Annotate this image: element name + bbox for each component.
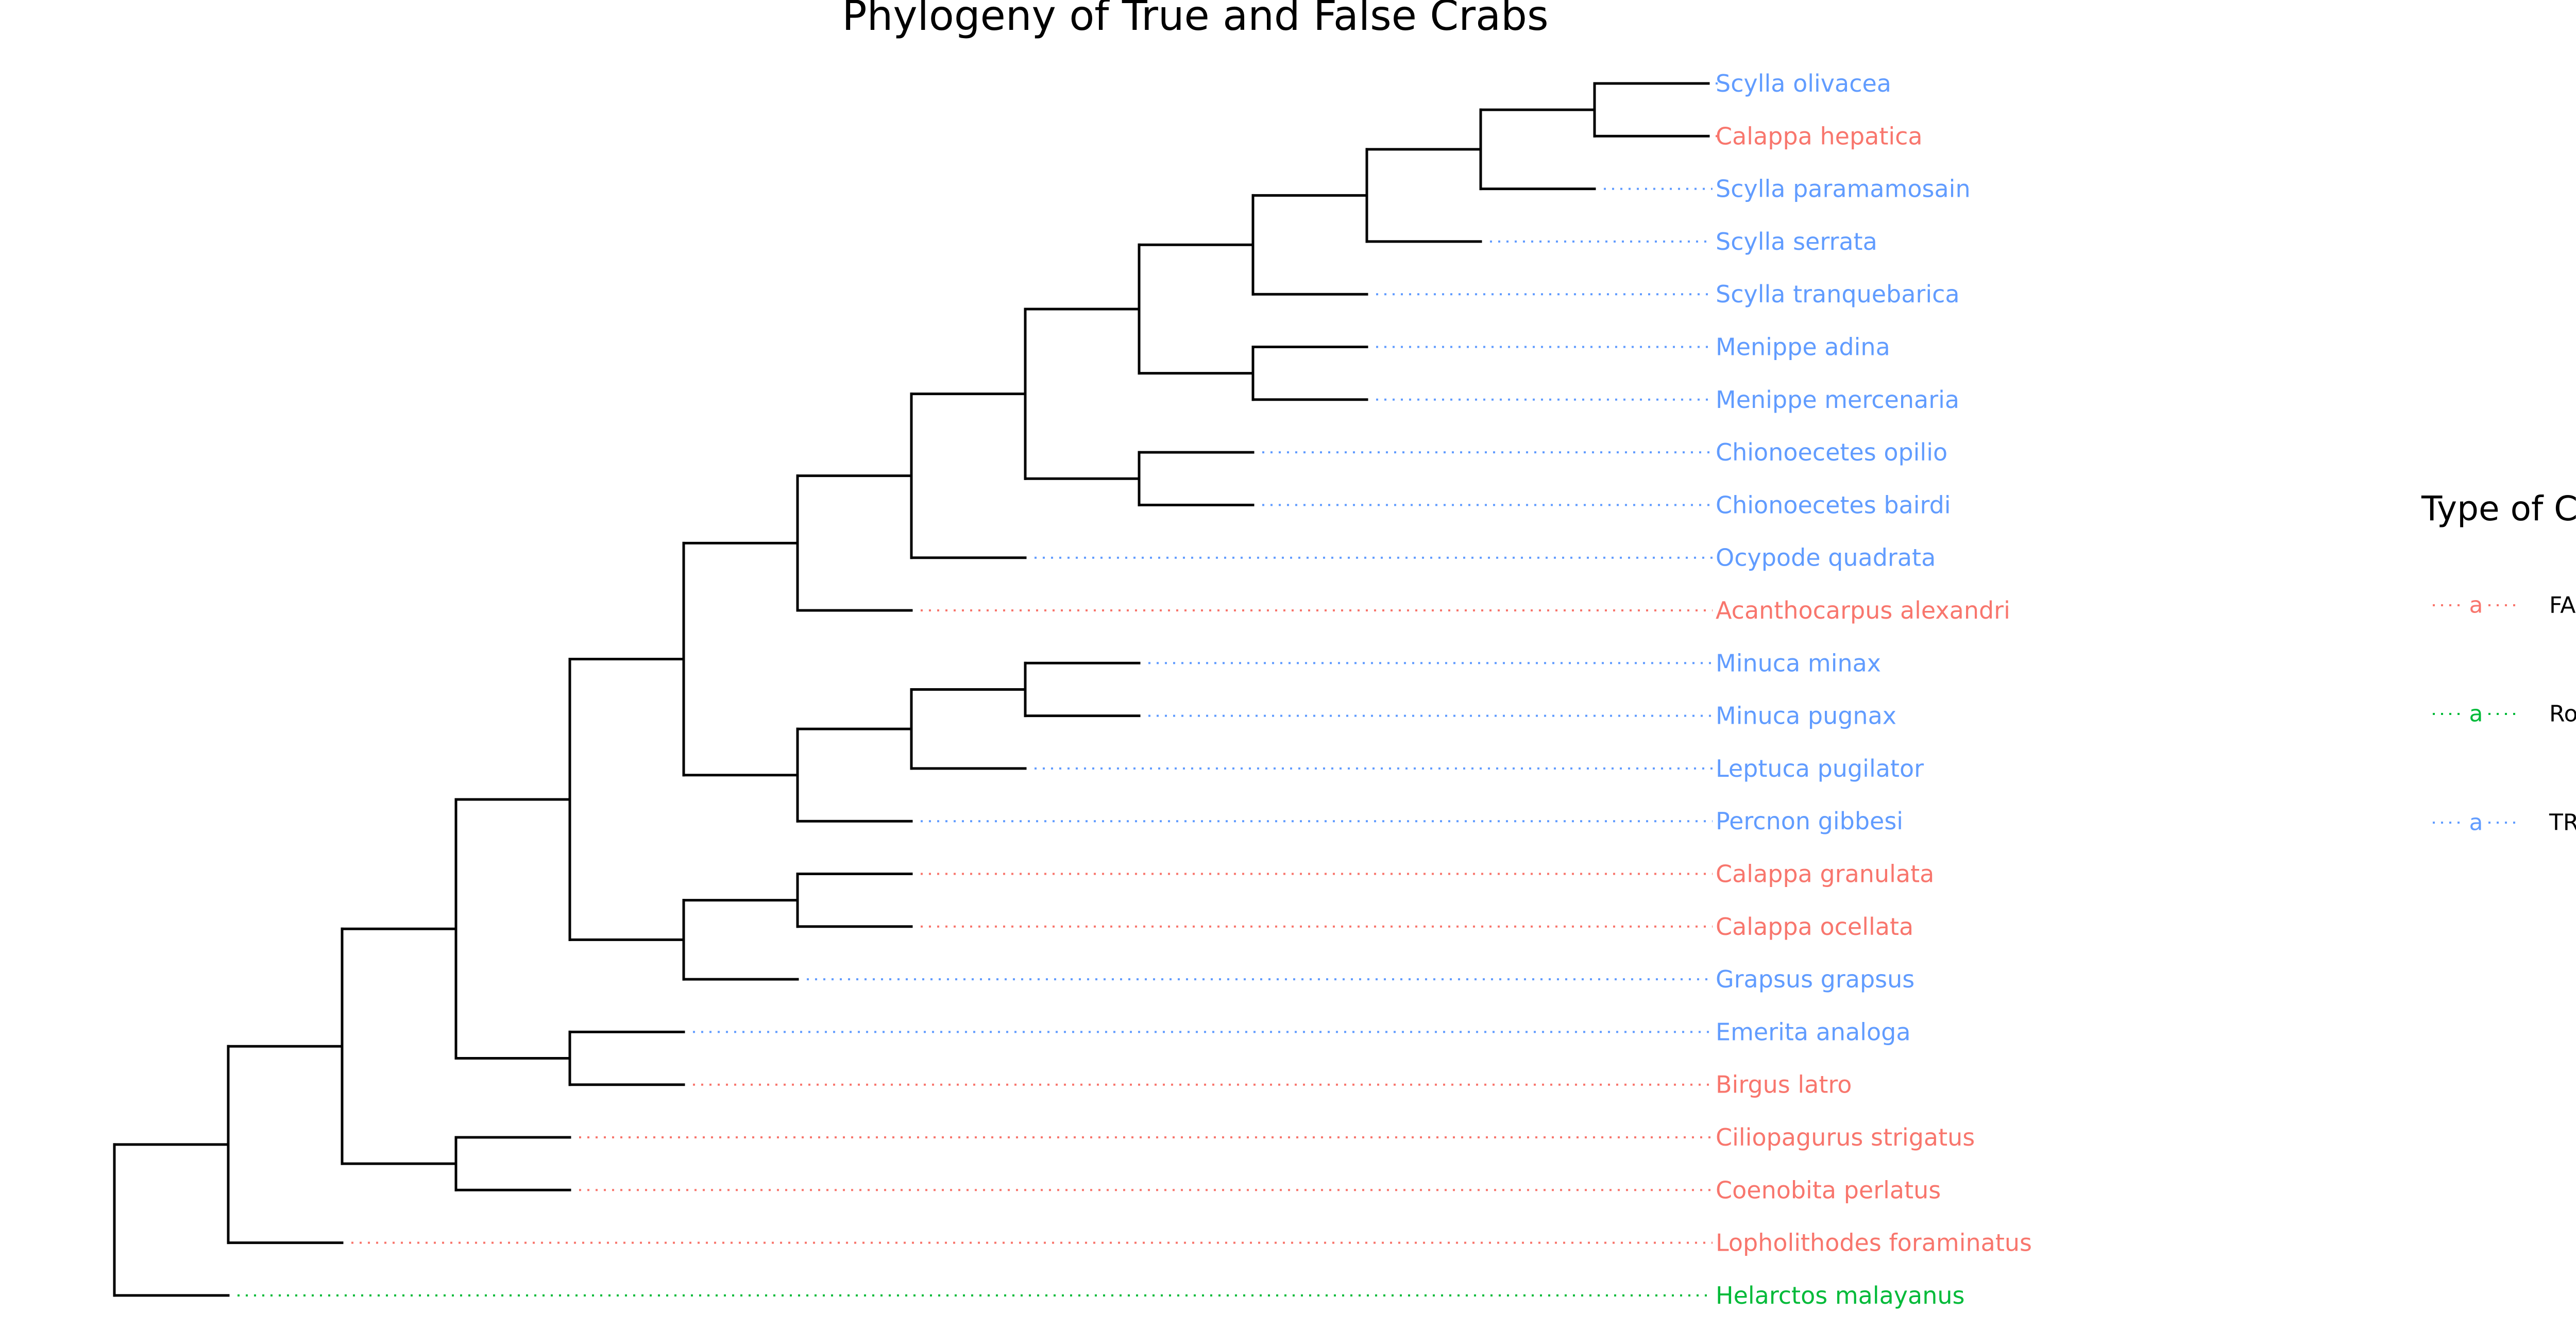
tip-label-calappa-granulata: Calappa granulata: [1716, 860, 1934, 888]
tip-label-minuca-minax: Minuca minax: [1716, 649, 1881, 677]
tip-label-ocypode-quadrata: Ocypode quadrata: [1716, 544, 1936, 572]
legend-key-glyph-false: a: [2469, 592, 2483, 619]
tip-label-grapsus-grapsus: Grapsus grapsus: [1716, 965, 1914, 993]
tip-label-coenobita-perlatus: Coenobita perlatus: [1716, 1176, 1941, 1204]
tip-leaders: [238, 82, 1718, 1297]
legend-label-false: FALSE: [2549, 592, 2576, 619]
tip-label-chionoecetes-bairdi: Chionoecetes bairdi: [1716, 491, 1951, 519]
tip-label-helarctos-malayanus: Helarctos malayanus: [1716, 1282, 1964, 1309]
tip-label-leptuca-pugilator: Leptuca pugilator: [1716, 755, 1924, 782]
tip-label-emerita-analoga: Emerita analoga: [1716, 1018, 1911, 1046]
legend-key-glyph-true: a: [2469, 810, 2483, 836]
tip-label-menippe-adina: Menippe adina: [1716, 333, 1890, 361]
legend-label-root: Root: [2549, 701, 2576, 727]
tip-label-scylla-tranquebarica: Scylla tranquebarica: [1716, 280, 1960, 308]
tip-label-menippe-mercenaria: Menippe mercenaria: [1716, 386, 1959, 414]
tip-labels: Scylla olivacea Calappa hepatica Scylla pa…: [1716, 70, 2032, 1309]
tip-label-percnon-gibbesi: Percnon gibbesi: [1716, 807, 1903, 835]
tip-label-ciliopagurus-strigatus: Ciliopagurus strigatus: [1716, 1123, 1975, 1151]
tip-label-scylla-paramamosain: Scylla paramamosain: [1716, 175, 1971, 203]
legend-entries: a FALSE a Root a TRUE: [2433, 592, 2576, 836]
legend: Type of Crab a FALSE a Root a TRUE: [2421, 489, 2576, 836]
tree-title: Phylogeny of True and False Crabs: [842, 0, 1548, 40]
tip-label-birgus-latro: Birgus latro: [1716, 1071, 1852, 1099]
tip-label-scylla-serrata: Scylla serrata: [1716, 228, 1877, 255]
tip-label-acanthocarpus-alexandri: Acanthocarpus alexandri: [1716, 596, 2010, 624]
tip-label-lopholithodes-foraminatus: Lopholithodes foraminatus: [1716, 1229, 2032, 1257]
tip-label-calappa-ocellata: Calappa ocellata: [1716, 913, 1913, 941]
legend-key-glyph-root: a: [2469, 701, 2483, 727]
tip-label-calappa-hepatica: Calappa hepatica: [1716, 122, 1923, 150]
tip-label-minuca-pugnax: Minuca pugnax: [1716, 702, 1896, 730]
tip-label-scylla-olivacea: Scylla olivacea: [1716, 70, 1891, 97]
legend-title: Type of Crab: [2421, 489, 2576, 528]
tip-label-chionoecetes-opilio: Chionoecetes opilio: [1716, 438, 1947, 466]
tree-branches: [113, 82, 1710, 1297]
legend-label-true: TRUE: [2549, 810, 2576, 836]
